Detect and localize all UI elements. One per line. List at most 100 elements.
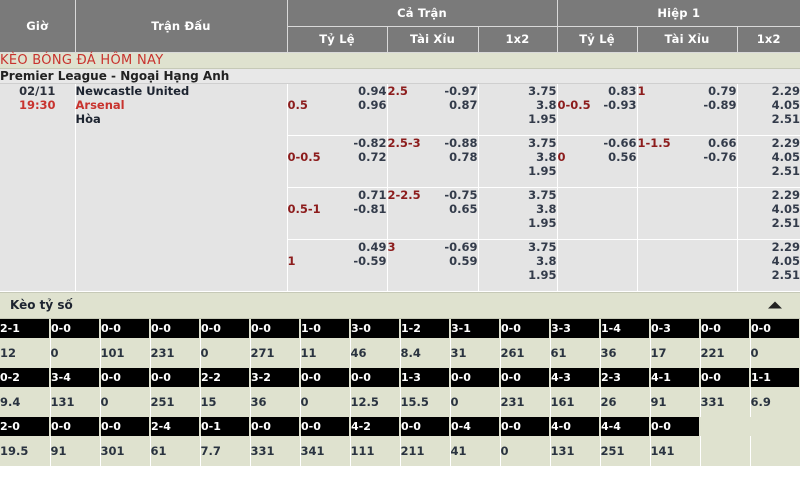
league-row[interactable]: Premier League - Ngoại Hạng Anh — [0, 67, 800, 84]
score-value[interactable]: 15.5 — [400, 386, 451, 417]
score-label[interactable]: 3-1 — [450, 318, 501, 338]
away-team-name[interactable]: Arsenal — [75, 97, 125, 112]
score-value[interactable]: 211 — [400, 435, 451, 466]
score-label[interactable]: 3-4 — [50, 367, 101, 387]
odds-value-top[interactable]: -0.66 — [603, 135, 637, 150]
score-value[interactable]: 11 — [300, 337, 351, 368]
odds-1x2-draw[interactable]: 3.8 — [536, 149, 557, 164]
odds-full-1x2[interactable]: 3.75 3.8 1.95 — [478, 83, 558, 136]
odds-value-bottom[interactable]: 0.65 — [449, 201, 478, 216]
score-value[interactable]: 0 — [500, 435, 551, 466]
score-value[interactable]: 61 — [150, 435, 201, 466]
score-value[interactable]: 141 — [650, 435, 701, 466]
odds-1x2-home[interactable]: 2.29 — [771, 239, 800, 254]
score-label[interactable]: 0-0 — [200, 318, 251, 338]
score-label[interactable]: 1-2 — [400, 318, 451, 338]
odds-value-bottom[interactable]: 0.56 — [608, 149, 637, 164]
odds-value-top[interactable]: 0.71 — [358, 187, 387, 202]
odds-1x2-away[interactable]: 1.95 — [528, 111, 557, 126]
score-label[interactable]: 2-1 — [0, 318, 51, 338]
score-label[interactable]: 0-0 — [350, 367, 401, 387]
score-value[interactable]: 221 — [700, 337, 751, 368]
odds-value-top[interactable]: 0.79 — [708, 83, 737, 98]
score-value[interactable]: 0 — [750, 337, 800, 368]
odds-1x2-away[interactable]: 1.95 — [528, 163, 557, 178]
odds-1x2-away[interactable]: 2.51 — [771, 267, 800, 282]
odds-1x2-away[interactable]: 2.51 — [771, 215, 800, 230]
score-label[interactable]: 2-0 — [0, 416, 51, 436]
score-label[interactable]: 0-0 — [700, 367, 751, 387]
odds-value-top[interactable]: -0.82 — [353, 135, 387, 150]
score-value[interactable]: 6.9 — [750, 386, 800, 417]
odds-full-handicap[interactable]: 0.71 0.5-1 -0.81 — [287, 187, 388, 240]
score-value[interactable]: 12.5 — [350, 386, 401, 417]
score-label[interactable]: 0-0 — [500, 318, 551, 338]
score-label[interactable]: 0-3 — [650, 318, 701, 338]
score-value[interactable]: 301 — [100, 435, 151, 466]
odds-full-1x2[interactable]: 3.75 3.8 1.95 — [478, 135, 558, 188]
odds-value-bottom[interactable]: 0.96 — [358, 97, 387, 112]
score-value[interactable]: 26 — [600, 386, 651, 417]
table-row[interactable]: 0.49 1 -0.59 3 -0.69 0.59 3.75 3.8 1.95 2.… — [0, 239, 800, 292]
odds-value-top[interactable]: -0.88 — [444, 135, 478, 150]
score-value[interactable]: 0 — [100, 386, 151, 417]
odds-1x2-home[interactable]: 3.75 — [528, 239, 557, 254]
score-label[interactable]: 0-0 — [400, 416, 451, 436]
score-label[interactable]: 0-0 — [500, 367, 551, 387]
score-value[interactable]: 61 — [550, 337, 601, 368]
score-value[interactable]: 251 — [600, 435, 651, 466]
home-team-name[interactable]: Newcastle United — [75, 83, 190, 98]
score-label[interactable]: 0-0 — [300, 367, 351, 387]
score-value[interactable]: 271 — [250, 337, 301, 368]
odds-half-1x2[interactable]: 2.29 4.05 2.51 — [737, 83, 800, 136]
odds-1x2-draw[interactable]: 4.05 — [771, 253, 800, 268]
odds-value-top[interactable]: 0.49 — [358, 239, 387, 254]
score-label[interactable]: 1-0 — [300, 318, 351, 338]
score-label[interactable]: 0-0 — [650, 416, 701, 436]
score-label[interactable]: 0-0 — [700, 318, 751, 338]
odds-half-overunder[interactable]: 1 0.79 -0.89 — [637, 83, 738, 136]
score-label[interactable]: 3-2 — [250, 367, 301, 387]
odds-1x2-home[interactable]: 2.29 — [771, 83, 800, 98]
score-value[interactable]: 8.4 — [400, 337, 451, 368]
odds-value-bottom[interactable]: 0.59 — [449, 253, 478, 268]
table-row[interactable]: -0.82 0-0.5 0.72 2.5-3 -0.88 0.78 3.75 3.8… — [0, 135, 800, 188]
score-label[interactable]: 4-1 — [650, 367, 701, 387]
odds-half-1x2[interactable]: 2.29 4.05 2.51 — [737, 135, 800, 188]
odds-full-overunder[interactable]: 2.5 -0.97 0.87 — [387, 83, 479, 136]
score-value[interactable]: 0 — [450, 386, 501, 417]
odds-value-bottom[interactable]: -0.59 — [353, 253, 387, 268]
odds-value-bottom[interactable]: -0.93 — [603, 97, 637, 112]
match-teams-cell[interactable]: Newcastle United Arsenal Hòa — [75, 83, 288, 292]
odds-value-bottom[interactable]: -0.89 — [703, 97, 737, 112]
score-value[interactable]: 161 — [550, 386, 601, 417]
score-value[interactable]: 41 — [450, 435, 501, 466]
odds-1x2-away[interactable]: 1.95 — [528, 267, 557, 282]
score-value[interactable]: 19.5 — [0, 435, 51, 466]
odds-1x2-home[interactable]: 3.75 — [528, 83, 557, 98]
score-value[interactable]: 91 — [650, 386, 701, 417]
table-row[interactable]: 0.71 0.5-1 -0.81 2-2.5 -0.75 0.65 3.75 3.8… — [0, 187, 800, 240]
odds-half-handicap[interactable]: 0.83 0-0.5 -0.93 — [557, 83, 638, 136]
odds-half-overunder[interactable]: 1-1.5 0.66 -0.76 — [637, 135, 738, 188]
score-label[interactable]: 0-0 — [750, 318, 800, 338]
score-value[interactable]: 9.4 — [0, 386, 51, 417]
score-value[interactable]: 0 — [50, 337, 101, 368]
odds-full-1x2[interactable]: 3.75 3.8 1.95 — [478, 239, 558, 292]
score-value[interactable]: 0 — [200, 337, 251, 368]
odds-value-bottom[interactable]: 0.72 — [358, 149, 387, 164]
score-value[interactable]: 131 — [550, 435, 601, 466]
odds-value-top[interactable]: 0.83 — [608, 83, 637, 98]
odds-1x2-away[interactable]: 2.51 — [771, 111, 800, 126]
score-value[interactable]: 12 — [0, 337, 51, 368]
score-label[interactable]: 0-0 — [50, 318, 101, 338]
score-label[interactable]: 1-1 — [750, 367, 800, 387]
score-value[interactable]: 231 — [150, 337, 201, 368]
odds-value-top[interactable]: 0.66 — [708, 135, 737, 150]
score-value[interactable]: 101 — [100, 337, 151, 368]
score-value[interactable]: 36 — [600, 337, 651, 368]
odds-full-overunder[interactable]: 3 -0.69 0.59 — [387, 239, 479, 292]
score-label[interactable]: 0-0 — [50, 416, 101, 436]
odds-value-top[interactable]: -0.75 — [444, 187, 478, 202]
score-value[interactable]: 31 — [450, 337, 501, 368]
